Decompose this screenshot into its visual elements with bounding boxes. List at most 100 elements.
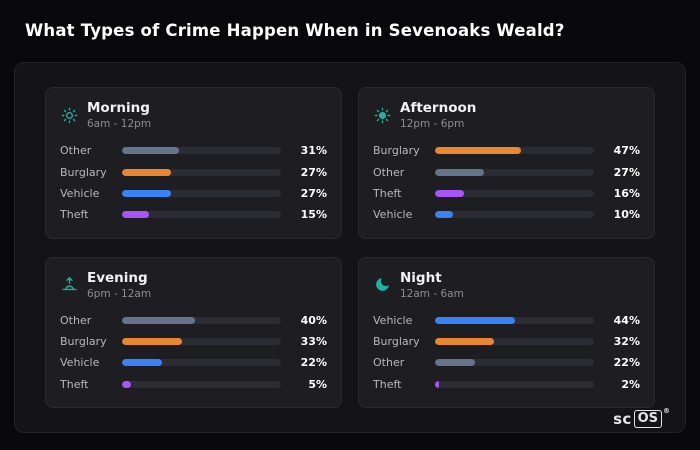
bar-fill (435, 168, 485, 176)
time-card-evening: Evening 6pm - 12am Other 40% Burglary 33… (45, 256, 342, 408)
bar-value: 2% (621, 377, 640, 391)
bar-row: Other 27% (373, 166, 640, 179)
sun-icon (60, 106, 78, 124)
bar-track (122, 316, 281, 324)
bar-label: Theft (373, 377, 402, 391)
card-subtitle: 6pm - 12am (87, 287, 152, 300)
card-title: Night (400, 269, 442, 286)
bar-value: 22% (300, 356, 327, 370)
bar-value: 40% (300, 313, 327, 327)
bar-label: Burglary (373, 335, 420, 349)
bar-fill (122, 380, 132, 388)
bar-label: Vehicle (60, 186, 100, 200)
bar-fill (122, 168, 172, 176)
bar-row: Vehicle 27% (60, 187, 327, 200)
bar-row: Theft 15% (60, 208, 327, 221)
time-card-night: Night 12am - 6am Vehicle 44% Burglary 32… (358, 256, 655, 408)
card-subtitle: 12am - 6am (400, 287, 464, 300)
bar-row: Burglary 27% (60, 166, 327, 179)
card-header: Morning 6am - 12pm (60, 100, 327, 130)
bar-value: 15% (300, 208, 327, 222)
bar-label: Theft (373, 186, 402, 200)
bar-fill (435, 211, 454, 219)
bar-row: Other 40% (60, 314, 327, 327)
bar-track (435, 189, 594, 197)
bar-value: 31% (300, 144, 327, 158)
bar-value: 33% (300, 335, 327, 349)
bar-label: Burglary (60, 165, 107, 179)
bar-label: Burglary (60, 335, 107, 349)
bar-label: Theft (60, 377, 89, 391)
bar-row: Theft 2% (373, 378, 640, 391)
bar-label: Other (60, 313, 92, 327)
bar-fill (122, 338, 183, 346)
bar-label: Vehicle (373, 313, 413, 327)
bar-value: 10% (613, 208, 640, 222)
bar-track (122, 147, 281, 155)
bar-fill (122, 189, 172, 197)
card-subtitle: 12pm - 6pm (400, 118, 465, 130)
bar-row: Burglary 47% (373, 144, 640, 157)
bar-rows: Vehicle 44% Burglary 32% Other 22% Theft… (373, 310, 640, 396)
bar-row: Burglary 33% (60, 335, 327, 348)
bar-label: Theft (60, 208, 89, 222)
bar-value: 27% (300, 165, 327, 179)
bar-value: 27% (300, 186, 327, 200)
bar-row: Other 22% (373, 356, 640, 369)
bar-row: Vehicle 44% (373, 314, 640, 327)
bar-rows: Burglary 47% Other 27% Theft 16% Vehicle… (373, 140, 640, 226)
bar-fill (435, 359, 476, 367)
bar-track (122, 338, 281, 346)
bar-row: Theft 16% (373, 187, 640, 200)
bar-value: 44% (613, 313, 640, 327)
card-title: Evening (87, 269, 148, 286)
bar-fill (122, 359, 163, 367)
card-header: Night 12am - 6am (373, 270, 640, 300)
bar-track (122, 380, 281, 388)
bar-label: Other (373, 356, 405, 370)
time-card-morning: Morning 6am - 12pm Other 31% Burglary 27… (45, 87, 342, 239)
moon-icon (373, 276, 391, 294)
bar-track (435, 168, 594, 176)
card-header: Afternoon 12pm - 6pm (373, 100, 640, 130)
bar-fill (435, 147, 521, 155)
bar-label: Other (60, 144, 92, 158)
crime-times-panel: Morning 6am - 12pm Other 31% Burglary 27… (14, 62, 686, 433)
bar-track (435, 359, 594, 367)
bar-rows: Other 40% Burglary 33% Vehicle 22% Theft… (60, 310, 327, 396)
time-card-afternoon: Afternoon 12pm - 6pm Burglary 47% Other … (358, 87, 655, 239)
scos-logo: sc OS ® (613, 406, 670, 428)
page-title: What Types of Crime Happen When in Seven… (25, 21, 565, 40)
logo-box: OS (633, 409, 662, 428)
bar-track (435, 147, 594, 155)
bar-row: Theft 5% (60, 378, 327, 391)
card-subtitle: 6am - 12pm (87, 118, 152, 130)
bar-track (122, 189, 281, 197)
bar-row: Burglary 32% (373, 335, 640, 348)
bar-value: 16% (613, 186, 640, 200)
bar-fill (122, 147, 179, 155)
bar-track (122, 211, 281, 219)
sun-icon (373, 106, 391, 124)
logo-text: sc (613, 409, 632, 428)
bar-label: Vehicle (373, 208, 413, 222)
bar-track (435, 316, 594, 324)
card-title: Afternoon (400, 100, 477, 116)
card-header: Evening 6pm - 12am (60, 270, 327, 300)
card-title: Morning (87, 100, 150, 116)
bar-fill (435, 316, 516, 324)
bar-row: Vehicle 22% (60, 356, 327, 369)
bar-track (435, 211, 594, 219)
bar-row: Other 31% (60, 144, 327, 157)
bar-label: Burglary (373, 144, 420, 158)
bar-rows: Other 31% Burglary 27% Vehicle 27% Theft… (60, 140, 327, 226)
bar-label: Other (373, 165, 405, 179)
sunset-icon (60, 276, 78, 294)
registered-mark-icon: ® (663, 406, 670, 415)
bar-fill (435, 189, 465, 197)
bar-value: 5% (308, 377, 327, 391)
bar-track (435, 380, 594, 388)
bar-value: 22% (613, 356, 640, 370)
bar-fill (435, 338, 494, 346)
bar-track (435, 338, 594, 346)
